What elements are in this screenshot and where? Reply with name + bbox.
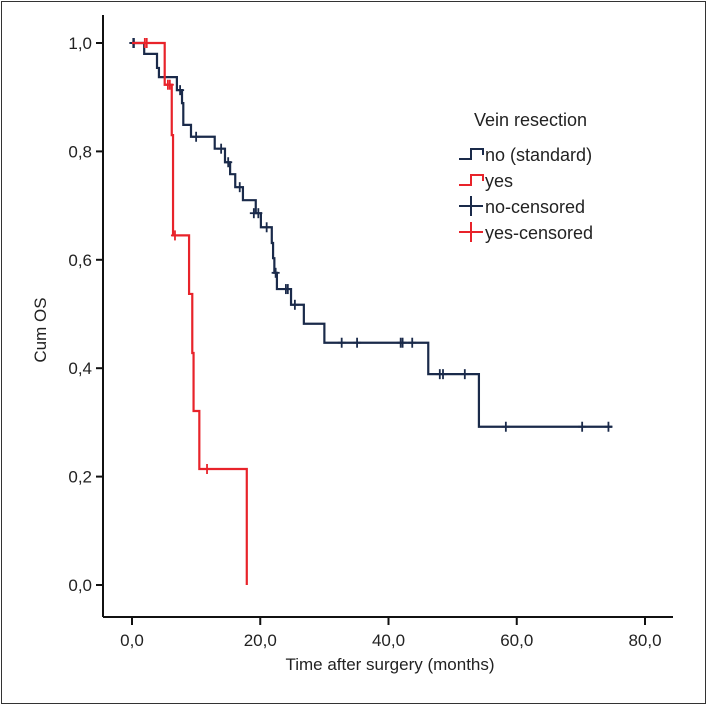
censor-mark (217, 143, 226, 154)
y-tick-label: 0,6 (68, 251, 92, 270)
y-tick-label: 0,2 (68, 468, 92, 487)
censor-mark (254, 208, 263, 219)
legend-entry: yes-censored (459, 222, 593, 243)
censor-mark (235, 182, 244, 193)
legend-entry: no (standard) (459, 145, 592, 165)
y-ticks: 0,0 0,2 0,4 0,6 0,8 1,0 (68, 34, 103, 595)
y-tick-label: 0,4 (68, 359, 92, 378)
censor-mark (142, 38, 151, 48)
censor-mark (165, 79, 174, 90)
series-no-standard (129, 38, 613, 432)
censor-mark (408, 337, 417, 348)
series-layer (129, 38, 613, 585)
survival-curve (132, 41, 613, 428)
censor-mark (439, 369, 448, 380)
censor-mark (460, 369, 469, 380)
censor-mark (353, 337, 362, 348)
censor-mark (170, 230, 179, 241)
legend-label: yes (485, 171, 513, 191)
legend: Vein resection no (standard) yes no-censor… (459, 110, 593, 243)
x-tick-label: 80,0 (628, 631, 661, 650)
legend-plus-icon (459, 196, 483, 216)
legend-label: no-censored (485, 197, 585, 217)
axes: 0,0 0,2 0,4 0,6 0,8 1,0 0,0 20,0 40,0 60,0 80,0 (68, 15, 673, 650)
x-tick-label: 40,0 (372, 631, 405, 650)
legend-title: Vein resection (474, 110, 587, 130)
censor-mark (203, 464, 212, 475)
censor-mark (262, 222, 271, 233)
legend-label: yes-censored (485, 223, 593, 243)
legend-entry: yes (459, 171, 513, 191)
censor-mark (337, 337, 346, 348)
censor-mark (604, 421, 613, 432)
censor-mark (224, 157, 233, 168)
legend-label: no (standard) (485, 145, 592, 165)
censor-mark (290, 299, 299, 310)
legend-plus-icon (459, 222, 483, 242)
y-tick-label: 0,8 (68, 142, 92, 161)
y-axis-title: Cum OS (31, 297, 50, 362)
censor-mark (578, 421, 587, 432)
x-tick-label: 0,0 (120, 631, 144, 650)
x-ticks: 0,0 20,0 40,0 60,0 80,0 (120, 617, 662, 650)
legend-entry: no-censored (459, 196, 585, 217)
y-tick-label: 1,0 (68, 34, 92, 53)
censor-mark (192, 131, 201, 142)
series-yes (132, 38, 248, 585)
x-tick-label: 20,0 (244, 631, 277, 650)
y-tick-label: 0,0 (68, 576, 92, 595)
censor-mark (501, 421, 510, 432)
x-axis-title: Time after surgery (months) (285, 655, 494, 674)
x-tick-label: 60,0 (500, 631, 533, 650)
censor-mark (398, 337, 407, 348)
legend-step-icon (459, 148, 484, 160)
censor-mark (176, 85, 185, 96)
censor-mark (283, 284, 292, 295)
legend-step-icon (459, 174, 484, 186)
censor-mark (271, 267, 280, 278)
